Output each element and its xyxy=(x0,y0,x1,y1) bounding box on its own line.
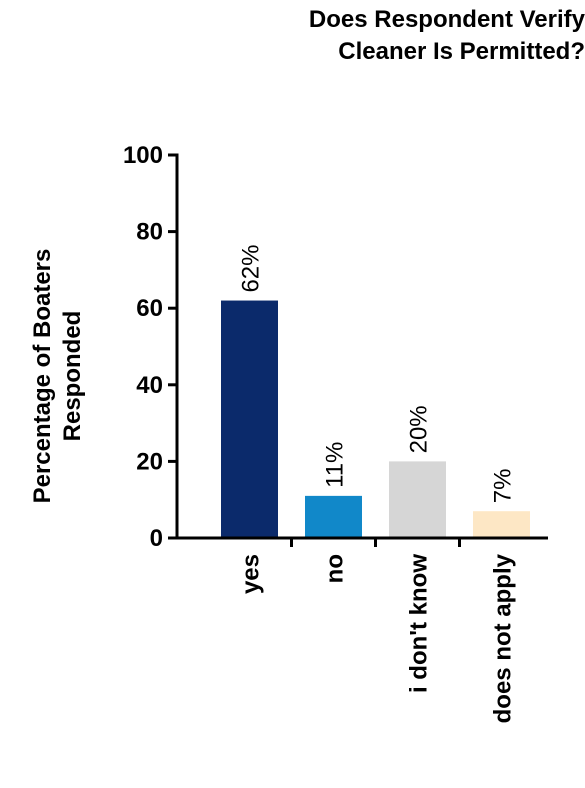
chart-title: Does Respondent Verify Cleaner Is Permit… xyxy=(180,4,585,68)
data-label-0: 62% xyxy=(238,244,265,292)
chart-title-line-1: Does Respondent Verify xyxy=(308,6,585,33)
y-tick-label-80: 80 xyxy=(136,219,163,246)
category-label-0: yes xyxy=(238,554,265,594)
bar-3 xyxy=(473,511,530,538)
y-tick-label-40: 40 xyxy=(136,372,163,399)
data-label-2: 20% xyxy=(406,405,433,453)
bar-0 xyxy=(221,300,278,538)
data-label-1: 11% xyxy=(322,442,349,488)
chart-title-line-2: Cleaner Is Permitted? xyxy=(338,38,585,65)
category-label-1: no xyxy=(322,554,349,583)
bar-1 xyxy=(305,495,362,538)
y-tick-label-60: 60 xyxy=(136,295,163,322)
bar-2 xyxy=(389,461,446,538)
category-label-3: does not apply xyxy=(490,553,517,723)
labels-group: 0 20 40 60 80 100 62% yes 11% no 20% i don't know 7%… xyxy=(123,142,517,723)
data-label-3: 7% xyxy=(490,469,517,504)
y-tick-label-20: 20 xyxy=(136,448,163,475)
y-tick-label-0: 0 xyxy=(150,525,163,552)
y-tick-label-100: 100 xyxy=(123,142,163,169)
category-label-2: i don't know xyxy=(406,554,433,693)
bars-group xyxy=(221,300,530,538)
axes-group xyxy=(168,153,548,547)
